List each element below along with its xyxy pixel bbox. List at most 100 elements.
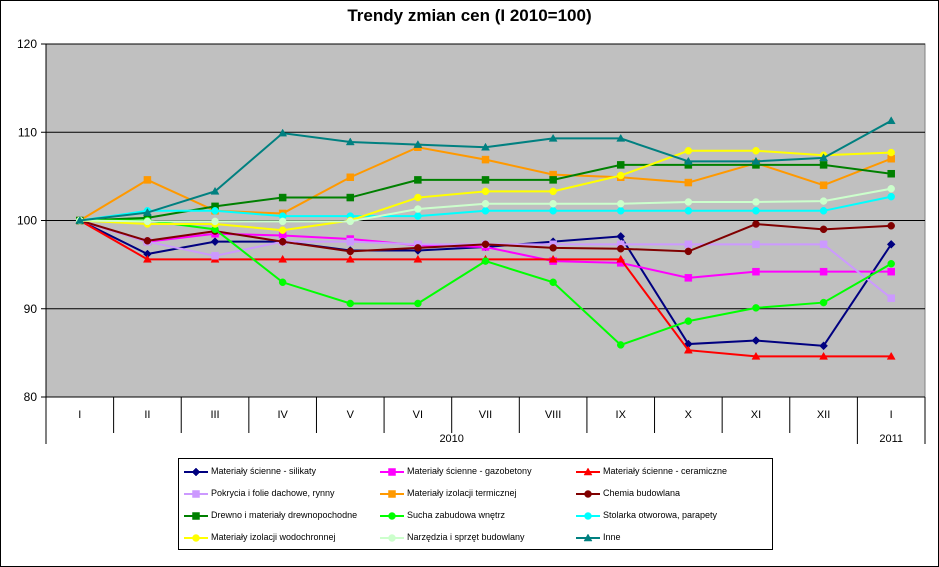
data-point xyxy=(143,237,152,245)
data-point xyxy=(887,259,895,268)
legend: Materiały ścienne - silikaty Materiały śc… xyxy=(178,458,773,550)
legend-marker xyxy=(388,534,396,542)
year-label: 2010 xyxy=(439,433,463,445)
data-point xyxy=(616,254,626,263)
legend-swatch xyxy=(380,468,404,476)
data-point xyxy=(345,137,355,146)
data-point xyxy=(549,176,557,184)
data-point xyxy=(414,205,422,213)
data-point xyxy=(684,247,693,256)
data-point xyxy=(346,299,355,308)
data-point xyxy=(887,267,895,276)
data-point xyxy=(887,169,895,178)
chart-title: Trendy zmian cen (I 2010=100) xyxy=(347,6,592,25)
legend-swatch xyxy=(576,533,600,542)
data-point xyxy=(346,173,355,182)
legend-swatch xyxy=(380,490,404,498)
data-point xyxy=(75,215,85,224)
data-point xyxy=(346,247,355,256)
data-point xyxy=(752,240,760,249)
data-point xyxy=(886,239,896,249)
data-point xyxy=(886,351,896,360)
data-point xyxy=(752,198,760,206)
data-point xyxy=(414,299,422,308)
data-point xyxy=(481,199,490,208)
data-point xyxy=(684,274,693,282)
data-point xyxy=(752,267,760,276)
data-point xyxy=(616,171,625,180)
data-point xyxy=(548,254,558,263)
data-point xyxy=(414,212,422,220)
data-point xyxy=(548,133,558,142)
data-point xyxy=(684,317,693,325)
x-tick-label: XI xyxy=(751,409,761,421)
data-point xyxy=(481,240,490,249)
data-point xyxy=(616,244,625,253)
data-point xyxy=(751,351,761,360)
data-point xyxy=(346,193,355,202)
data-point xyxy=(210,186,220,195)
data-point xyxy=(616,207,625,215)
legend-swatch xyxy=(380,512,404,520)
y-tick-label: 100 xyxy=(17,214,37,228)
data-point xyxy=(887,192,895,201)
data-point xyxy=(752,304,760,312)
data-point xyxy=(616,232,626,241)
legend-label: Chemia budowlana xyxy=(603,488,681,498)
series-11 xyxy=(76,184,895,226)
legend-marker xyxy=(388,490,396,498)
data-point xyxy=(346,237,355,246)
y-tick-label: 120 xyxy=(17,37,37,51)
data-point xyxy=(751,336,761,345)
legend-label: Narzędzia i sprzęt budowlany xyxy=(407,532,525,542)
data-point xyxy=(413,254,423,263)
data-point xyxy=(683,156,693,165)
legend-label: Materiały izolacji termicznej xyxy=(407,488,517,498)
legend-marker xyxy=(584,512,592,520)
data-point xyxy=(278,226,287,234)
data-point xyxy=(819,181,828,189)
x-tick-label: III xyxy=(210,409,219,421)
data-point xyxy=(887,148,895,157)
legend-marker xyxy=(584,490,592,498)
legend-swatch xyxy=(184,534,208,542)
data-point xyxy=(278,254,288,263)
data-point xyxy=(752,147,760,155)
y-tick-label: 110 xyxy=(18,125,37,139)
data-point xyxy=(549,207,557,215)
x-tick-label: VIII xyxy=(545,409,562,421)
data-point xyxy=(616,133,626,142)
data-point xyxy=(887,222,895,230)
data-point xyxy=(143,217,152,226)
data-point xyxy=(616,161,625,169)
legend-marker xyxy=(388,468,396,476)
data-point xyxy=(887,184,895,193)
data-point xyxy=(413,140,423,148)
data-point xyxy=(549,244,557,252)
data-point xyxy=(142,208,152,216)
x-tick-label: I xyxy=(890,409,893,421)
legend-label: Materiały izolacji wodochronnej xyxy=(211,532,336,542)
x-tick-label: IV xyxy=(277,409,288,421)
legend-swatch xyxy=(184,512,208,520)
y-tick-label: 90 xyxy=(24,302,38,316)
data-point xyxy=(481,257,490,265)
data-point xyxy=(211,252,219,260)
legend-label: Materiały ścienne - ceramiczne xyxy=(603,466,728,476)
x-tick-label: VI xyxy=(413,409,423,421)
data-point xyxy=(751,156,761,165)
data-point xyxy=(481,187,490,196)
legend-label: Sucha zabudowa wnętrz xyxy=(407,510,506,520)
legend-marker xyxy=(192,512,200,520)
legend-label: Inne xyxy=(603,532,621,542)
data-point xyxy=(481,155,490,164)
data-point xyxy=(819,341,828,351)
x-tick-label: I xyxy=(78,409,81,421)
legend-swatch xyxy=(576,467,600,476)
data-point xyxy=(549,278,557,287)
data-point xyxy=(886,116,896,125)
legend-marker xyxy=(192,534,200,542)
data-point xyxy=(278,278,287,287)
legend-swatch xyxy=(380,534,404,542)
